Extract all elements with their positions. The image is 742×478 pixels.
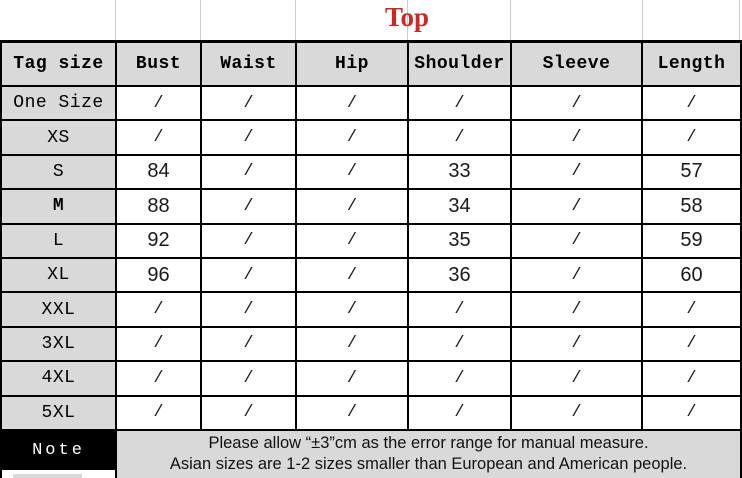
value-cell: / bbox=[643, 327, 740, 361]
value-cell: / bbox=[512, 155, 641, 189]
value-cell: / bbox=[643, 121, 740, 154]
value-cell: 96 bbox=[117, 258, 200, 292]
value-cell: / bbox=[297, 190, 407, 223]
value-cell: / bbox=[512, 258, 641, 292]
row-label: One Size bbox=[2, 87, 115, 120]
value-cell: / bbox=[117, 293, 200, 326]
title-row: Top bbox=[0, 0, 742, 40]
row-label: XL bbox=[2, 258, 115, 292]
value-cell: / bbox=[117, 87, 200, 120]
value-cell: / bbox=[512, 190, 641, 223]
value-cell: / bbox=[297, 224, 407, 257]
value-cell: 36 bbox=[409, 258, 510, 292]
value-cell: / bbox=[117, 327, 200, 361]
value-cell: / bbox=[409, 362, 510, 395]
value-cell: 88 bbox=[117, 190, 200, 223]
value-cell: / bbox=[297, 87, 407, 120]
value-cell: 35 bbox=[409, 224, 510, 257]
value-cell: / bbox=[202, 362, 295, 395]
value-cell: / bbox=[512, 327, 641, 361]
row-label: 5XL bbox=[2, 396, 115, 429]
value-cell: 58 bbox=[643, 190, 740, 223]
size-table: Tag size Bust Waist Hip Shoulder Sleeve Length… bbox=[0, 40, 742, 478]
value-cell: / bbox=[409, 293, 510, 326]
value-cell: / bbox=[512, 224, 641, 257]
value-cell: / bbox=[202, 224, 295, 257]
value-cell: / bbox=[643, 293, 740, 326]
header-cell-shoulder: Shoulder bbox=[409, 43, 510, 85]
row-label: 3XL bbox=[2, 327, 115, 361]
column-gridline bbox=[200, 0, 201, 40]
note-text: Please allow “±3”cm as the error range f… bbox=[117, 430, 740, 478]
note-label: Note bbox=[2, 430, 115, 470]
value-cell: / bbox=[202, 396, 295, 429]
column-gridline bbox=[295, 0, 296, 40]
value-cell: / bbox=[297, 155, 407, 189]
value-cell: / bbox=[202, 121, 295, 154]
row-label: 4XL bbox=[2, 362, 115, 395]
value-cell: 33 bbox=[409, 155, 510, 189]
value-cell: / bbox=[202, 155, 295, 189]
value-cell: 59 bbox=[643, 224, 740, 257]
next-row-fragment bbox=[13, 473, 82, 478]
value-cell: / bbox=[643, 362, 740, 395]
value-cell: / bbox=[512, 121, 641, 154]
value-cell: / bbox=[202, 327, 295, 361]
note-label-cell: Note bbox=[2, 430, 115, 478]
value-cell: / bbox=[409, 327, 510, 361]
note-text-line-1: Please allow “±3”cm as the error range f… bbox=[208, 433, 649, 452]
value-cell: / bbox=[297, 293, 407, 326]
value-cell: / bbox=[117, 121, 200, 154]
row-label: L bbox=[2, 224, 115, 257]
value-cell: 84 bbox=[117, 155, 200, 189]
row-label: S bbox=[2, 155, 115, 189]
value-cell: / bbox=[512, 362, 641, 395]
value-cell: / bbox=[409, 396, 510, 429]
value-cell: / bbox=[409, 121, 510, 154]
value-cell: / bbox=[117, 362, 200, 395]
value-cell: 60 bbox=[643, 258, 740, 292]
row-label: M bbox=[2, 190, 115, 223]
header-cell-tag-size: Tag size bbox=[2, 43, 115, 85]
value-cell: / bbox=[202, 190, 295, 223]
value-cell: / bbox=[512, 396, 641, 429]
row-label: XS bbox=[2, 121, 115, 154]
value-cell: / bbox=[409, 87, 510, 120]
column-gridline bbox=[739, 0, 740, 40]
header-cell-waist: Waist bbox=[202, 43, 295, 85]
header-cell-hip: Hip bbox=[297, 43, 407, 85]
value-cell: 92 bbox=[117, 224, 200, 257]
value-cell: 57 bbox=[643, 155, 740, 189]
note-text-line-2: Asian sizes are 1-2 sizes smaller than E… bbox=[169, 454, 688, 473]
header-cell-bust: Bust bbox=[117, 43, 200, 85]
column-gridline bbox=[642, 0, 643, 40]
column-gridline bbox=[115, 0, 116, 40]
value-cell: / bbox=[202, 258, 295, 292]
column-gridline bbox=[510, 0, 511, 40]
value-cell: / bbox=[297, 327, 407, 361]
row-label: XXL bbox=[2, 293, 115, 326]
column-gridline bbox=[407, 0, 408, 40]
value-cell: / bbox=[202, 293, 295, 326]
value-cell: / bbox=[297, 258, 407, 292]
value-cell: / bbox=[512, 87, 641, 120]
value-cell: / bbox=[117, 396, 200, 429]
value-cell: / bbox=[643, 396, 740, 429]
value-cell: 34 bbox=[409, 190, 510, 223]
value-cell: / bbox=[297, 396, 407, 429]
header-cell-length: Length bbox=[643, 43, 740, 85]
page-title: Top bbox=[384, 2, 430, 32]
value-cell: / bbox=[643, 87, 740, 120]
value-cell: / bbox=[202, 87, 295, 120]
value-cell: / bbox=[297, 121, 407, 154]
value-cell: / bbox=[512, 293, 641, 326]
value-cell: / bbox=[297, 362, 407, 395]
header-cell-sleeve: Sleeve bbox=[512, 43, 641, 85]
